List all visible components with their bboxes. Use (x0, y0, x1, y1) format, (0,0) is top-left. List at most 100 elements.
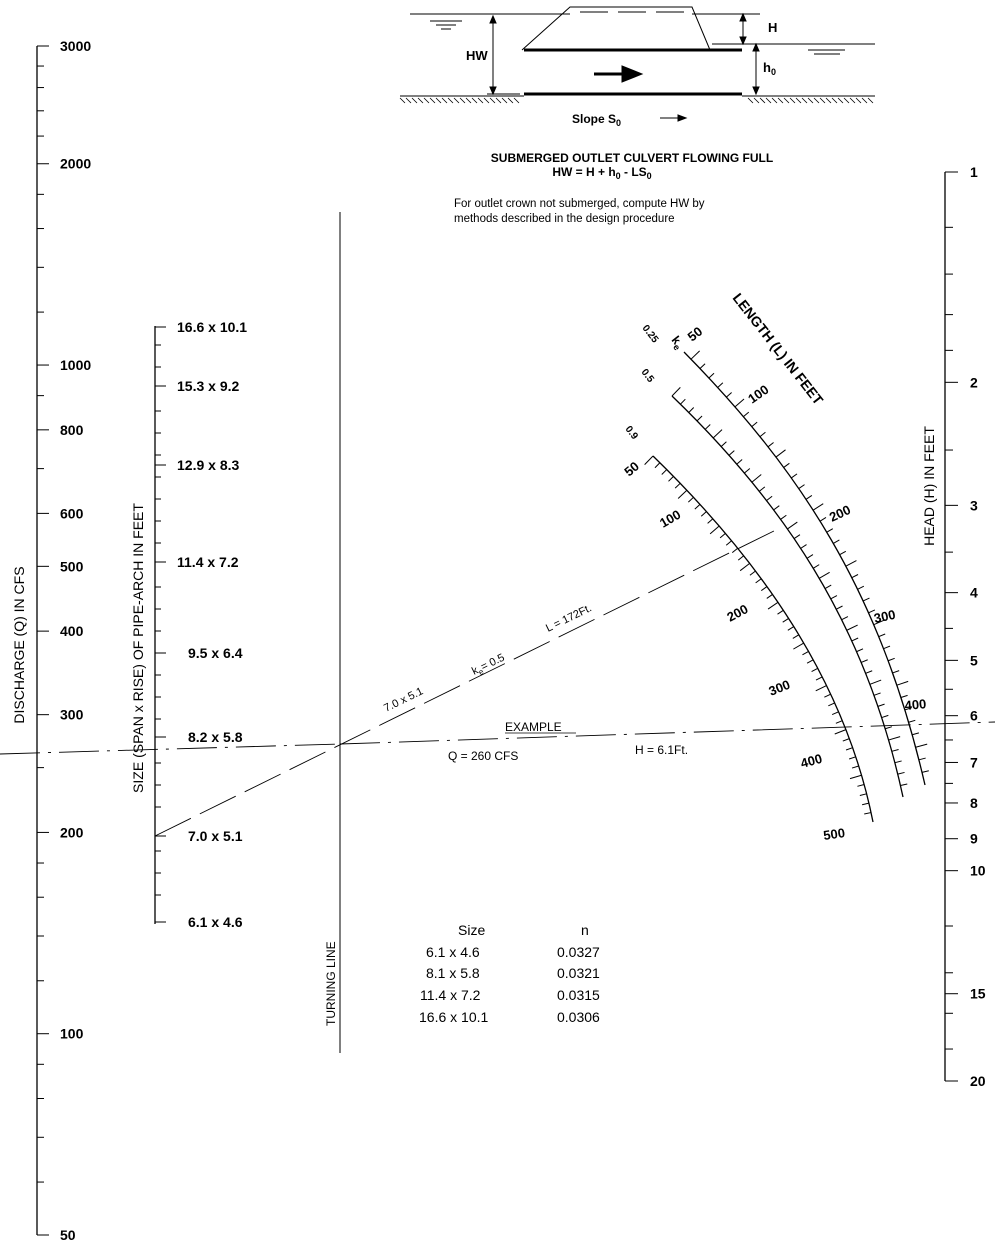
length-tick (766, 495, 773, 501)
slope-label: Slope S0 (572, 112, 621, 128)
length-tick (908, 719, 916, 723)
length-tick (743, 411, 750, 418)
length-tick (688, 496, 694, 503)
length-0.9-50: 50 (621, 459, 642, 480)
hatch-mark (483, 97, 490, 104)
length-tick (767, 601, 779, 610)
hatch-mark (831, 97, 838, 104)
length-tick (720, 441, 727, 447)
hatch-mark (849, 97, 856, 104)
n-table-size-2: 11.4 x 7.2 (420, 987, 481, 1003)
length-curve-ke-0.5 (671, 395, 904, 798)
length-tick (708, 372, 715, 379)
example-line-h (339, 721, 996, 745)
hatch-mark (459, 97, 466, 104)
length-tick (792, 634, 800, 639)
length-tick (760, 586, 768, 592)
length-tick (819, 517, 827, 522)
hatch-mark (417, 97, 424, 104)
length-tick (739, 562, 750, 572)
discharge-tick-label: 1000 (60, 357, 91, 373)
length-tick (725, 540, 732, 546)
hatch-mark (489, 97, 496, 104)
size-tick-label: 9.5 x 6.4 (188, 645, 243, 661)
head-tick-label: 1 (970, 164, 978, 180)
length-tick (812, 503, 824, 511)
length-tick (892, 670, 900, 674)
length-tick (897, 771, 905, 775)
length-tick (812, 564, 820, 569)
size-tick-label: 16.6 x 10.1 (177, 319, 247, 335)
hatch-mark (753, 97, 760, 104)
length-tick (680, 398, 686, 405)
turning-line-label: TURNING LINE (324, 941, 338, 1026)
length-0.25-200: 200 (827, 502, 853, 525)
length-tick (846, 624, 858, 631)
ke-value-0.25: 0.25 (640, 323, 661, 345)
length-curve-ticks (644, 350, 929, 815)
size-tick-label: 8.2 x 5.8 (188, 729, 243, 745)
length-curves (652, 351, 926, 823)
example-line-size-length (154, 526, 783, 837)
example-h: H = 6.1Ft. (635, 743, 688, 757)
n-table-header-n: n (581, 922, 589, 938)
size-ticks: 16.6 x 10.1 15.3 x 9.2 12.9 x 8.3 11.4 x 7.… (155, 319, 247, 930)
discharge-tick-label: 200 (60, 824, 84, 840)
length-tick (887, 657, 895, 662)
length-tick (717, 382, 724, 388)
length-tick (759, 486, 766, 492)
flow-arrow-head (621, 65, 644, 83)
note-line-1: For outlet crown not submerged, compute … (454, 198, 705, 210)
length-tick (661, 469, 668, 475)
hatch-mark (813, 97, 820, 104)
length-tick (857, 585, 865, 590)
diagram-title: SUBMERGED OUTLET CULVERT FLOWING FULL (491, 151, 773, 165)
length-tick (755, 578, 762, 584)
discharge-scale-label: DISCHARGE (Q) IN CFS (11, 566, 27, 723)
hatch-mark (447, 97, 454, 104)
length-tick (773, 505, 780, 511)
length-tick (734, 398, 745, 408)
length-tick (835, 720, 843, 724)
length-tick (791, 473, 798, 479)
head-tick-label: 6 (970, 708, 978, 724)
length-tick (856, 648, 864, 653)
length-tick (712, 429, 723, 439)
length-tick (775, 449, 786, 458)
hatch-mark (465, 97, 472, 104)
hatch-mark (867, 97, 874, 104)
length-tick (819, 571, 830, 579)
n-table-n-2: 0.0315 (557, 987, 600, 1003)
length-tick (833, 539, 840, 544)
arrowhead (739, 12, 747, 22)
ke-value-0.9: 0.9 (623, 424, 640, 442)
example-ke: ke= 0.5 (470, 652, 507, 680)
length-tick (865, 670, 873, 674)
hatch-mark (399, 97, 406, 104)
length-0.25-50: 50 (685, 324, 706, 345)
length-tick (806, 659, 814, 664)
example-q: Q = 260 CFS (448, 749, 518, 763)
length-tick (704, 424, 711, 430)
length-tick (904, 707, 912, 711)
hatch-mark (423, 97, 430, 104)
hatch-mark (855, 97, 862, 104)
length-tick (783, 462, 790, 468)
hatch-mark (843, 97, 850, 104)
length-tick (839, 550, 847, 556)
discharge-tick-label: 800 (60, 422, 84, 438)
length-tick (777, 609, 784, 615)
hatch-mark (501, 97, 508, 104)
hatch-mark (507, 97, 514, 104)
arrowhead (489, 14, 497, 24)
length-tick (737, 555, 745, 561)
hatch-mark (795, 97, 802, 104)
hatch-mark (861, 97, 868, 104)
length-tick (881, 714, 889, 719)
length-tick (728, 450, 735, 456)
length-tick (726, 392, 732, 398)
length-tick (861, 802, 870, 806)
discharge-tick-label: 500 (60, 558, 84, 574)
length-tick (805, 495, 813, 500)
